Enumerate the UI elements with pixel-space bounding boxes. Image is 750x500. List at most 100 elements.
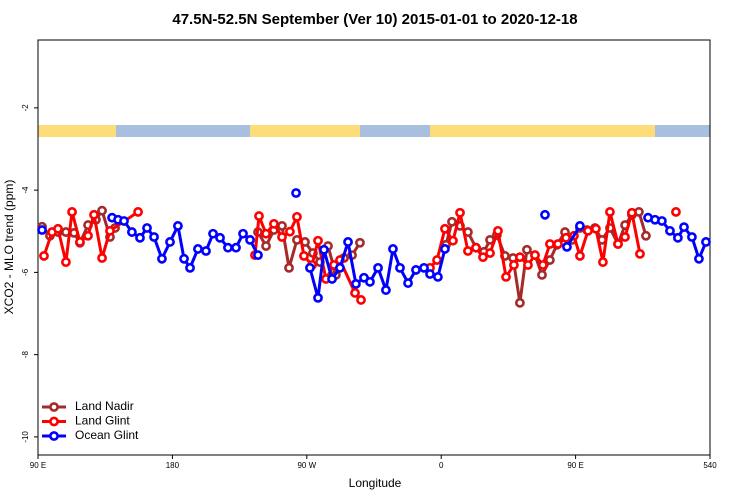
y-tick-label: -6 xyxy=(21,268,30,276)
data-point xyxy=(277,221,287,231)
data-point xyxy=(523,260,533,270)
data-point xyxy=(142,223,152,233)
data-point xyxy=(672,232,683,243)
data-point xyxy=(597,234,607,245)
ocean-strip xyxy=(360,125,430,137)
ocean-strip xyxy=(116,125,250,137)
data-point xyxy=(157,253,167,264)
y-tick-label: -8 xyxy=(21,351,30,359)
data-point xyxy=(561,232,571,243)
data-point xyxy=(149,232,159,242)
legend-label: Land Glint xyxy=(75,414,130,428)
data-point xyxy=(388,244,398,254)
data-point xyxy=(537,269,547,280)
data-point xyxy=(313,292,323,303)
data-point xyxy=(432,255,442,265)
x-tick-label: 540 xyxy=(703,461,717,470)
data-point xyxy=(583,225,593,236)
data-point xyxy=(313,235,323,246)
data-point xyxy=(447,216,457,227)
data-point xyxy=(67,207,77,217)
legend-marker xyxy=(49,416,59,427)
data-point xyxy=(335,262,345,273)
surface-strip xyxy=(38,125,710,137)
data-point xyxy=(411,265,421,275)
data-point xyxy=(562,241,572,252)
data-point xyxy=(455,207,465,218)
data-point xyxy=(193,244,203,254)
data-point xyxy=(679,222,689,233)
data-point xyxy=(356,295,366,305)
land-strip xyxy=(250,125,360,137)
data-point xyxy=(238,228,248,239)
data-point xyxy=(261,228,271,239)
land-strip xyxy=(38,125,116,137)
data-point xyxy=(254,211,264,221)
data-point xyxy=(351,278,361,289)
data-point xyxy=(448,235,458,246)
data-point xyxy=(575,221,585,231)
data-point xyxy=(671,207,681,217)
data-point xyxy=(591,223,601,234)
data-point xyxy=(665,225,675,236)
data-point xyxy=(208,228,218,239)
data-point xyxy=(365,276,375,287)
data-point xyxy=(485,248,495,258)
data-point xyxy=(285,226,295,237)
data-point xyxy=(501,272,511,282)
data-point xyxy=(540,209,550,220)
legend-label: Ocean Glint xyxy=(75,428,139,442)
data-point xyxy=(514,297,525,308)
data-point xyxy=(119,216,129,226)
data-point xyxy=(403,278,413,288)
data-point xyxy=(179,253,189,264)
x-tick-label: 90 E xyxy=(567,461,583,470)
data-point xyxy=(433,272,443,282)
x-tick-label: 90 W xyxy=(297,461,316,470)
data-point xyxy=(305,262,315,273)
data-point xyxy=(687,232,697,242)
data-point xyxy=(135,232,145,243)
data-point xyxy=(97,253,107,263)
data-point xyxy=(355,237,365,248)
data-point xyxy=(471,242,481,253)
data-point xyxy=(537,260,548,270)
data-point xyxy=(575,251,585,261)
data-point xyxy=(641,230,651,241)
data-point xyxy=(201,246,211,256)
data-point xyxy=(694,253,704,264)
data-point xyxy=(343,237,353,247)
x-tick-label: 180 xyxy=(166,461,180,470)
data-point xyxy=(89,209,99,220)
data-point xyxy=(620,232,630,242)
data-point xyxy=(39,251,49,261)
data-point xyxy=(440,223,450,234)
data-point xyxy=(463,246,473,256)
data-point xyxy=(509,260,519,270)
data-point xyxy=(245,234,255,245)
data-point xyxy=(419,262,429,273)
data-point xyxy=(53,223,63,234)
data-point xyxy=(291,188,301,198)
data-point xyxy=(319,244,329,255)
data-point xyxy=(127,227,137,237)
x-axis-label: Longitude xyxy=(349,476,402,490)
data-point xyxy=(381,285,391,295)
data-point xyxy=(133,207,143,217)
data-point xyxy=(553,239,563,249)
data-point xyxy=(598,257,608,268)
data-point xyxy=(701,237,711,247)
data-point xyxy=(75,237,85,247)
data-point xyxy=(522,244,532,255)
data-point xyxy=(215,232,225,243)
legend-marker xyxy=(49,431,59,441)
legend-label: Land Nadir xyxy=(75,399,134,413)
y-tick-label: -4 xyxy=(21,186,30,194)
data-point xyxy=(223,242,233,253)
x-tick-label: 90 E xyxy=(30,461,46,470)
chart-title: 47.5N-52.5N September (Ver 10) 2015-01-0… xyxy=(172,11,577,28)
data-point xyxy=(269,218,279,229)
data-point xyxy=(83,230,93,241)
